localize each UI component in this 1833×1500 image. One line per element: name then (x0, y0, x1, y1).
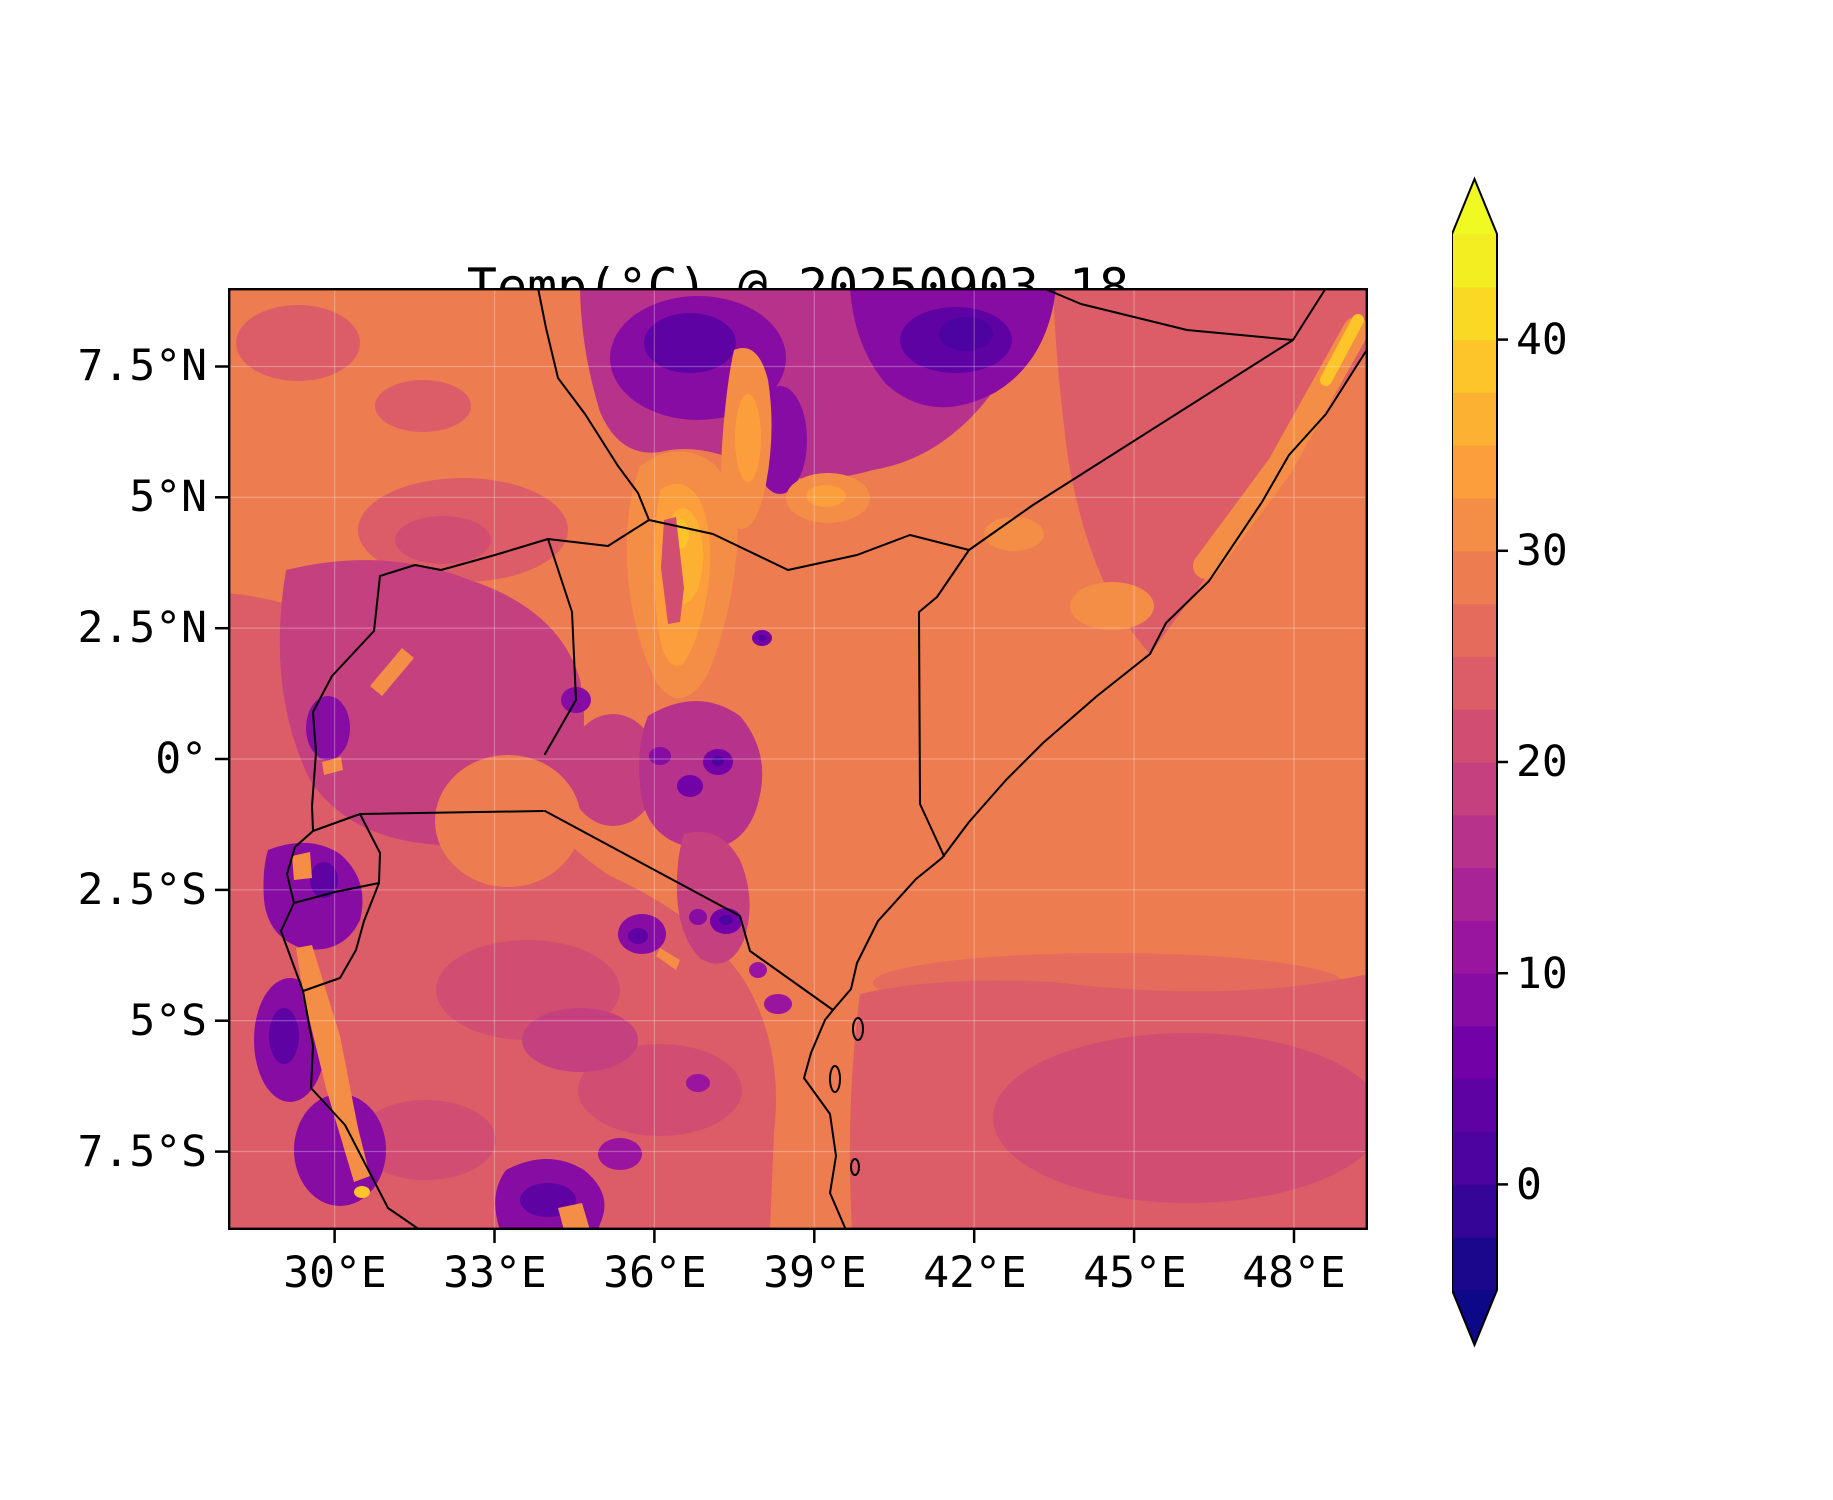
colorbar-canvas (1452, 175, 1502, 1350)
colorbar-tick-label: 30 (1516, 524, 1626, 578)
y-tick-label: 2.5°N (15, 601, 207, 655)
map-plot (228, 288, 1368, 1230)
colorbar-tick-label: 20 (1516, 735, 1626, 789)
colorbar-tick-label: 40 (1516, 313, 1626, 367)
x-tick-label: 30°E (255, 1246, 415, 1300)
x-tick-label: 48°E (1214, 1246, 1374, 1300)
y-tick-label: 7.5°N (15, 339, 207, 393)
y-tick-label: 2.5°S (15, 863, 207, 917)
colorbar-tick-label: 0 (1516, 1158, 1626, 1212)
y-tick-label: 7.5°S (15, 1125, 207, 1179)
y-tick-label: 5°S (15, 994, 207, 1048)
colorbar-tick-label: 10 (1516, 947, 1626, 1001)
map-canvas (228, 288, 1368, 1230)
y-tick-label: 5°N (15, 470, 207, 524)
colorbar (1452, 175, 1502, 1354)
y-tick-label: 0° (15, 732, 207, 786)
x-tick-label: 36°E (575, 1246, 735, 1300)
figure: Temp(°C) @ 20250903_18 Simulation Time: … (0, 0, 1833, 1500)
x-tick-label: 33°E (415, 1246, 575, 1300)
x-tick-label: 42°E (895, 1246, 1055, 1300)
x-tick-label: 39°E (735, 1246, 895, 1300)
x-tick-label: 45°E (1055, 1246, 1215, 1300)
